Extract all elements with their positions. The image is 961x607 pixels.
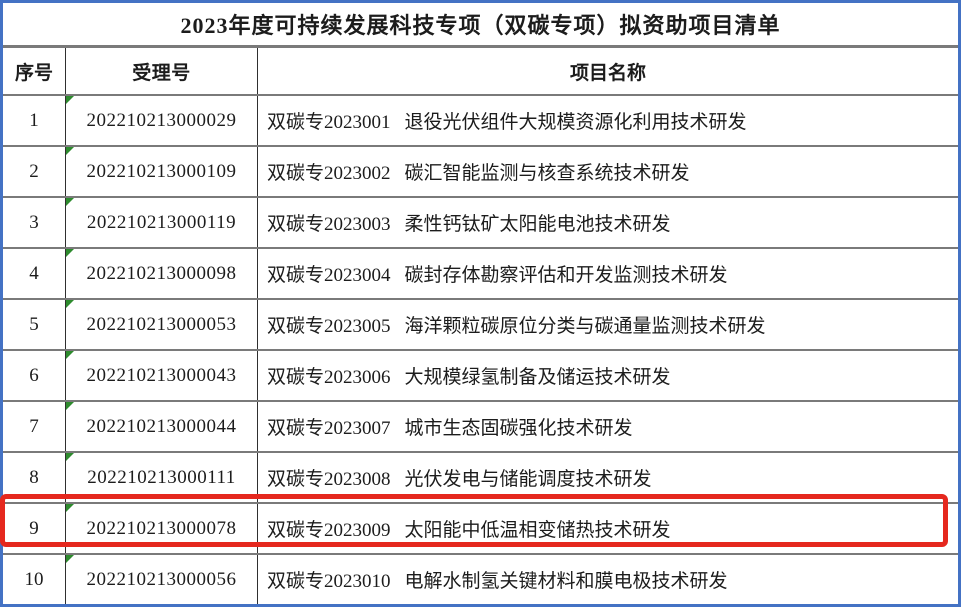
project-code: 双碳专2023008	[267, 469, 391, 490]
table-row: 3 202210213000119 双碳专2023003 柔性钙钛矿太阳能电池技术研发	[3, 196, 958, 247]
table-title: 2023年度可持续发展科技专项（双碳专项）拟资助项目清单	[3, 3, 958, 48]
acceptance-number: 202210213000111	[87, 466, 236, 488]
acceptance-number: 202210213000029	[86, 109, 237, 131]
project-name-cell: 双碳专2023009 太阳能中低温相变储热技术研发	[258, 504, 958, 553]
project-code: 双碳专2023001	[267, 112, 391, 133]
acceptance-number: 202210213000044	[86, 415, 237, 437]
acceptance-number: 202210213000119	[86, 211, 237, 233]
acceptance-number-cell: 202210213000109	[66, 147, 258, 196]
project-name-cell: 双碳专2023002 碳汇智能监测与核查系统技术研发	[258, 147, 958, 196]
project-name-cell: 双碳专2023007 城市生态固碳强化技术研发	[258, 402, 958, 451]
project-title: 退役光伏组件大规模资源化利用技术研发	[404, 112, 747, 133]
green-corner-triangle-icon	[66, 453, 74, 461]
acceptance-number-cell: 202210213000098	[66, 249, 258, 298]
header-cell-no: 序号	[3, 48, 66, 94]
project-title: 大规模绿氢制备及储运技术研发	[404, 367, 671, 388]
row-number-cell: 2	[3, 147, 66, 196]
green-corner-triangle-icon	[66, 351, 74, 359]
table-row: 6 202210213000043 双碳专2023006 大规模绿氢制备及储运技术研发	[3, 349, 958, 400]
project-code: 双碳专2023005	[267, 316, 391, 337]
row-number-cell: 8	[3, 453, 66, 502]
project-code: 双碳专2023004	[267, 265, 391, 286]
acceptance-number-cell: 202210213000056	[66, 555, 258, 604]
row-number-cell: 10	[3, 555, 66, 604]
header-cell-acceptance: 受理号	[66, 48, 258, 94]
acceptance-number-cell: 202210213000053	[66, 300, 258, 349]
project-title: 海洋颗粒碳原位分类与碳通量监测技术研发	[404, 316, 766, 337]
acceptance-number-cell: 202210213000119	[66, 198, 258, 247]
acceptance-number-cell: 202210213000029	[66, 96, 258, 145]
project-title: 太阳能中低温相变储热技术研发	[404, 520, 671, 541]
table-row: 5 202210213000053 双碳专2023005 海洋颗粒碳原位分类与碳通量监…	[3, 298, 958, 349]
green-corner-triangle-icon	[66, 198, 74, 206]
project-name-cell: 双碳专2023001 退役光伏组件大规模资源化利用技术研发	[258, 96, 958, 145]
table-row: 7 202210213000044 双碳专2023007 城市生态固碳强化技术研发	[3, 400, 958, 451]
green-corner-triangle-icon	[66, 249, 74, 257]
acceptance-number-cell: 202210213000111	[66, 453, 258, 502]
acceptance-number: 202210213000078	[86, 517, 237, 539]
project-code: 双碳专2023002	[267, 163, 391, 184]
green-corner-triangle-icon	[66, 555, 74, 563]
project-title: 碳汇智能监测与核查系统技术研发	[404, 163, 690, 184]
green-corner-triangle-icon	[66, 504, 74, 512]
project-title: 柔性钙钛矿太阳能电池技术研发	[404, 214, 671, 235]
header-cell-name: 项目名称	[569, 62, 646, 84]
table-row: 4 202210213000098 双碳专2023004 碳封存体勘察评估和开发监测技…	[3, 247, 958, 298]
green-corner-triangle-icon	[66, 147, 74, 155]
green-corner-triangle-icon	[66, 300, 74, 308]
row-number-cell: 4	[3, 249, 66, 298]
table-row: 2 202210213000109 双碳专2023002 碳汇智能监测与核查系统技术研…	[3, 145, 958, 196]
acceptance-number: 202210213000053	[86, 313, 237, 335]
row-number-cell: 1	[3, 96, 66, 145]
project-code: 双碳专2023007	[267, 418, 391, 439]
table-row: 9 202210213000078 双碳专2023009 太阳能中低温相变储热技术研发	[3, 502, 958, 553]
table-row: 10 202210213000056 双碳专2023010 电解水制氢关键材料和膜电极…	[3, 553, 958, 604]
row-number-cell: 9	[3, 504, 66, 553]
project-code: 双碳专2023003	[267, 214, 391, 235]
table-header-row: 序号 受理号 项目名称	[3, 48, 958, 94]
green-corner-triangle-icon	[66, 96, 74, 104]
table-row: 8 202210213000111 双碳专2023008 光伏发电与储能调度技术研发	[3, 451, 958, 502]
acceptance-number-cell: 202210213000078	[66, 504, 258, 553]
project-code: 双碳专2023010	[267, 571, 391, 592]
acceptance-number: 202210213000056	[86, 568, 237, 590]
table-row: 1 202210213000029 双碳专2023001 退役光伏组件大规模资源化利用…	[3, 94, 958, 145]
project-name-cell: 双碳专2023003 柔性钙钛矿太阳能电池技术研发	[258, 198, 958, 247]
row-number-cell: 6	[3, 351, 66, 400]
acceptance-number: 202210213000098	[86, 262, 237, 284]
project-title: 城市生态固碳强化技术研发	[404, 418, 633, 439]
project-name-cell: 双碳专2023005 海洋颗粒碳原位分类与碳通量监测技术研发	[258, 300, 958, 349]
project-name-cell: 双碳专2023006 大规模绿氢制备及储运技术研发	[258, 351, 958, 400]
project-name-cell: 双碳专2023010 电解水制氢关键材料和膜电极技术研发	[258, 555, 958, 604]
acceptance-number-cell: 202210213000043	[66, 351, 258, 400]
project-name-cell: 双碳专2023004 碳封存体勘察评估和开发监测技术研发	[258, 249, 958, 298]
row-number-cell: 7	[3, 402, 66, 451]
project-name-cell: 双碳专2023008 光伏发电与储能调度技术研发	[258, 453, 958, 502]
acceptance-number-cell: 202210213000044	[66, 402, 258, 451]
acceptance-number: 202210213000043	[86, 364, 237, 386]
green-corner-triangle-icon	[66, 402, 74, 410]
row-number-cell: 5	[3, 300, 66, 349]
row-number-cell: 3	[3, 198, 66, 247]
project-title: 光伏发电与储能调度技术研发	[404, 469, 652, 490]
acceptance-number: 202210213000109	[86, 160, 237, 182]
project-title: 电解水制氢关键材料和膜电极技术研发	[404, 571, 728, 592]
project-title: 碳封存体勘察评估和开发监测技术研发	[404, 265, 728, 286]
project-code: 双碳专2023006	[267, 367, 391, 388]
project-code: 双碳专2023009	[267, 520, 391, 541]
